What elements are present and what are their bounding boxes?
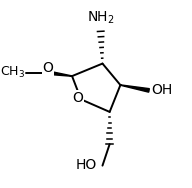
Text: CH$_3$: CH$_3$ bbox=[0, 65, 26, 80]
Polygon shape bbox=[47, 71, 72, 76]
Text: HO: HO bbox=[76, 158, 97, 172]
Text: OH: OH bbox=[151, 83, 172, 97]
Text: O: O bbox=[72, 91, 83, 105]
Text: O: O bbox=[42, 61, 53, 75]
Text: NH$_2$: NH$_2$ bbox=[87, 10, 115, 26]
Polygon shape bbox=[120, 85, 149, 92]
